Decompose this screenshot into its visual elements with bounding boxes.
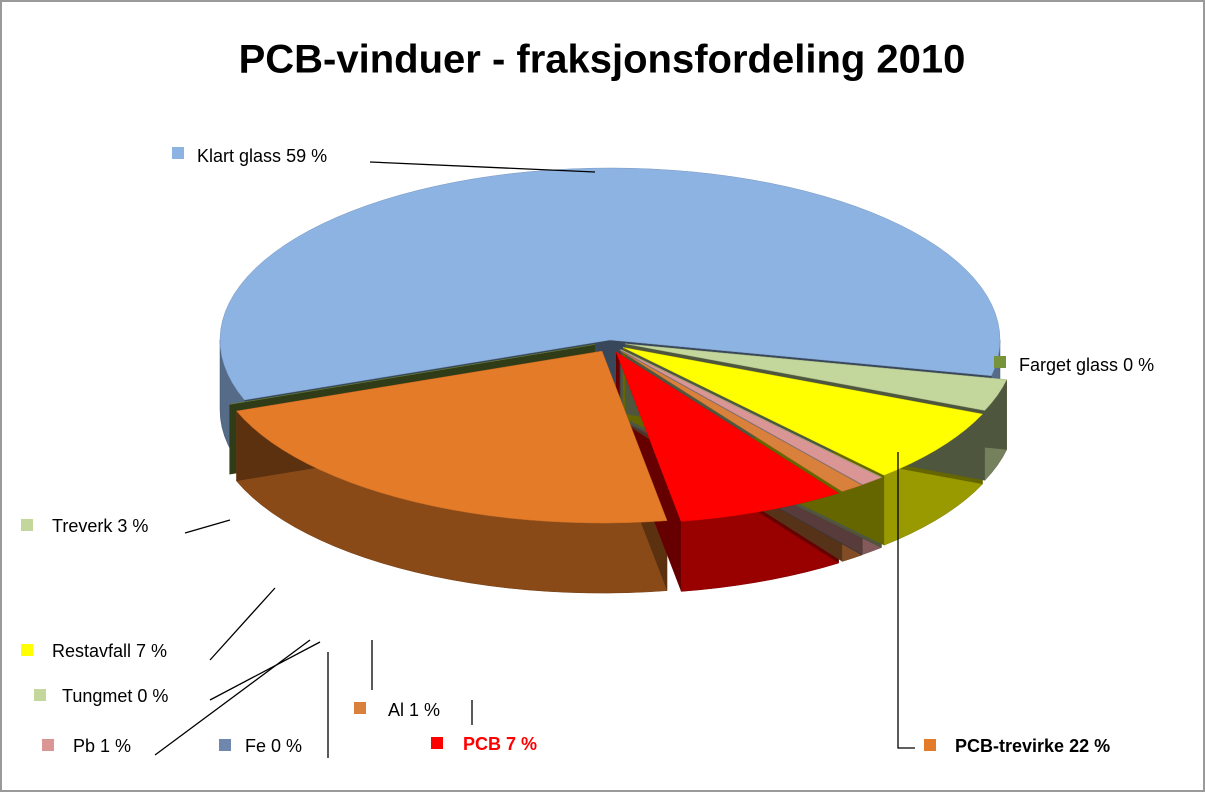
pie-slice: [625, 343, 1008, 411]
leader-line: [369, 161, 596, 173]
category-name: Pb: [73, 736, 95, 756]
value-label: 3 %: [117, 516, 148, 536]
data-label: PCB 7 %: [463, 734, 537, 754]
pie-slice: [619, 350, 863, 492]
data-label: Al 1 %: [388, 700, 440, 720]
value-label: 7 %: [136, 641, 167, 661]
data-label: Fe 0 %: [245, 736, 302, 756]
category-name: Treverk: [52, 516, 113, 536]
category-name: Restavfall: [52, 641, 131, 661]
value-label: 22 %: [1069, 736, 1110, 756]
leader-line: [209, 587, 276, 661]
data-label: Pb 1 %: [73, 736, 131, 756]
legend-swatch: [172, 147, 184, 159]
pie-slice: [615, 351, 840, 522]
data-label: PCB-trevirke 22 %: [955, 736, 1110, 756]
category-name: Fe: [245, 736, 266, 756]
category-name: Klart glass: [197, 146, 281, 166]
legend-swatch: [354, 702, 366, 714]
pie-slice: [620, 349, 882, 485]
data-label: Treverk 3 %: [52, 516, 148, 536]
value-label: 0 %: [271, 736, 302, 756]
value-label: 7 %: [506, 734, 537, 754]
value-label: 0 %: [137, 686, 168, 706]
legend-swatch: [21, 644, 33, 656]
category-name: Farget glass: [1019, 355, 1118, 375]
leader-line: [154, 639, 311, 756]
legend-swatch: [219, 739, 231, 751]
pie-tops: [219, 167, 1008, 524]
category-name: Al: [388, 700, 404, 720]
leader-line: [897, 452, 915, 749]
pie-slice: [219, 167, 1001, 401]
leader-line: [209, 641, 321, 701]
data-label: Restavfall 7 %: [52, 641, 167, 661]
pie-slice: [622, 347, 984, 476]
data-label: Klart glass 59 %: [197, 146, 327, 166]
data-label: Farget glass 0 %: [1019, 355, 1154, 375]
legend-swatch: [34, 689, 46, 701]
legend-swatch: [431, 737, 443, 749]
chart-title: PCB-vinduer - fraksjonsfordeling 2010: [239, 38, 966, 82]
legend-swatch: [42, 739, 54, 751]
value-label: 1 %: [409, 700, 440, 720]
legend-swatch: [924, 739, 936, 751]
data-label: Tungmet 0 %: [62, 686, 168, 706]
pie-slice: [229, 344, 596, 405]
leader-line: [184, 519, 231, 534]
pie-slice: [620, 349, 882, 478]
category-name: PCB: [463, 734, 501, 754]
legend-swatch: [994, 356, 1006, 368]
category-name: PCB-trevirke: [955, 736, 1064, 756]
legend-swatch: [21, 519, 33, 531]
labels: Klart glass 59 % Farget glass 0 % PCB-trev…: [21, 146, 1154, 758]
value-label: 1 %: [100, 736, 131, 756]
pie-slice: [235, 350, 668, 524]
value-label: 0 %: [1123, 355, 1154, 375]
value-label: 59 %: [286, 146, 327, 166]
category-name: Tungmet: [62, 686, 132, 706]
